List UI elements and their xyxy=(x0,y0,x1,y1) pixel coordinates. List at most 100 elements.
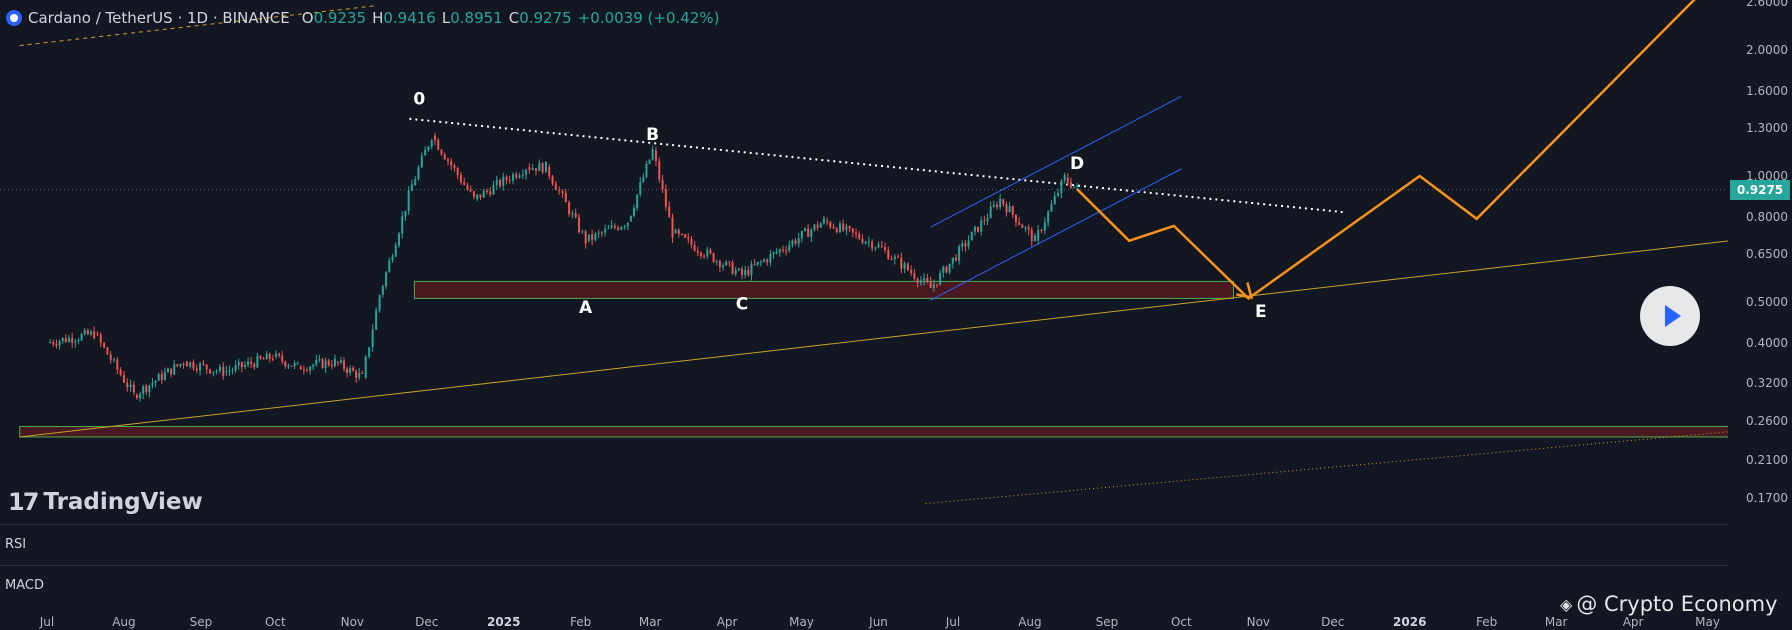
candle-body xyxy=(381,286,384,295)
price-tick-label: 1.3000 xyxy=(1746,121,1788,136)
candle-body xyxy=(371,329,374,348)
candle-body xyxy=(906,263,909,271)
candle-body xyxy=(731,262,734,275)
candle-body xyxy=(459,175,462,183)
candle-body xyxy=(74,341,77,343)
resistance-trendline xyxy=(409,117,1343,214)
time-tick-label: Oct xyxy=(264,615,286,629)
candle-body xyxy=(797,238,800,244)
candle-body xyxy=(1047,211,1050,223)
candle-body xyxy=(90,331,93,335)
time-axis[interactable]: Jul Aug Sep Oct Nov Dec 2025 Feb Mar Apr May Jun Jul… xyxy=(0,607,1728,630)
candle-body xyxy=(330,365,333,367)
candle-body xyxy=(594,233,597,240)
candle-body xyxy=(368,347,371,357)
candle-body xyxy=(658,161,661,180)
candle-body xyxy=(848,226,851,229)
candle-body xyxy=(495,180,498,186)
candle-body xyxy=(561,191,564,193)
tradingview-brand: 17 TradingView xyxy=(8,488,203,516)
candle-body xyxy=(954,257,957,261)
candle-body xyxy=(610,225,613,229)
candle-body xyxy=(544,161,547,173)
symbol-legend: Cardano / TetherUS · 1D · BINANCE O 0.923… xyxy=(6,6,725,30)
price-tick-label: 0.2100 xyxy=(1746,452,1788,467)
high-value: 0.9416 xyxy=(383,9,436,27)
price-axis[interactable]: 2.6000 2.0000 1.6000 1.3000 1.0000 0.8000 0.65… xyxy=(1728,0,1792,524)
candle-body xyxy=(639,182,642,195)
candle-body xyxy=(427,146,430,151)
candle-body xyxy=(407,190,410,211)
time-tick-label: Dec xyxy=(415,615,439,629)
candle-body xyxy=(1040,229,1043,231)
candle-body xyxy=(1037,229,1040,241)
candle-body xyxy=(690,238,693,245)
candle-body xyxy=(271,358,274,360)
candle-body xyxy=(485,190,488,192)
candle-body xyxy=(1014,214,1017,223)
price-tick-label: 0.3200 xyxy=(1746,376,1788,391)
candle-body xyxy=(135,394,138,398)
candle-body xyxy=(492,185,495,195)
candle-body xyxy=(397,233,400,246)
candle-body xyxy=(521,174,524,176)
candle-body xyxy=(318,358,321,361)
candle-body xyxy=(240,361,243,367)
open-label: O xyxy=(301,9,314,27)
candle-body xyxy=(433,135,436,140)
price-chart[interactable]: 0 A B C D E xyxy=(0,0,1728,524)
candle-body xyxy=(1050,204,1053,212)
candle-body xyxy=(999,198,1002,208)
candle-body xyxy=(225,371,228,373)
candle-body xyxy=(744,270,747,276)
candle-body xyxy=(696,250,699,253)
candle-body xyxy=(763,259,766,262)
candle-body xyxy=(759,261,762,263)
tradingview-logo-icon: 17 xyxy=(8,488,39,516)
candle-body xyxy=(212,371,215,374)
candle-body xyxy=(410,184,413,191)
candle-body xyxy=(654,150,657,162)
play-button[interactable] xyxy=(1640,286,1700,346)
candle-body xyxy=(864,241,867,244)
candle-body xyxy=(385,272,388,287)
symbol-name[interactable]: Cardano / TetherUS · 1D · BINANCE xyxy=(28,9,290,27)
candle-body xyxy=(926,278,929,283)
wave-label-a: A xyxy=(579,298,593,318)
candle-body xyxy=(766,259,769,263)
macd-pane[interactable]: MACD xyxy=(0,565,1728,608)
candle-body xyxy=(80,334,83,341)
candle-body xyxy=(597,232,600,234)
candle-body xyxy=(718,260,721,268)
candle-body xyxy=(309,366,312,371)
candle-body xyxy=(1027,227,1030,230)
watermark-text: @ Crypto Economy xyxy=(1576,592,1778,616)
candle-body xyxy=(274,353,277,357)
candle-body xyxy=(256,356,259,368)
candle-body xyxy=(443,154,446,160)
candle-body xyxy=(505,176,508,181)
candle-body xyxy=(96,333,99,335)
candle-body xyxy=(534,168,537,172)
candle-body xyxy=(437,139,440,150)
candle-body xyxy=(1005,204,1008,213)
candle-body xyxy=(858,233,861,239)
candle-body xyxy=(199,363,202,371)
candle-body xyxy=(453,165,456,168)
candle-body xyxy=(822,218,825,224)
candle-body xyxy=(741,268,744,275)
candle-body xyxy=(167,368,170,373)
wave-label-d: D xyxy=(1070,154,1084,174)
candle-body xyxy=(699,252,702,256)
candle-body xyxy=(591,234,594,240)
time-tick-label: 2026 xyxy=(1393,615,1427,629)
time-tick-label: Feb xyxy=(570,615,592,629)
price-tick-label: 0.1700 xyxy=(1746,491,1788,506)
candle-body xyxy=(642,177,645,183)
candle-body xyxy=(948,263,951,273)
candle-body xyxy=(668,206,671,218)
rsi-pane[interactable]: RSI xyxy=(0,524,1728,565)
candle-body xyxy=(157,373,160,381)
candle-body xyxy=(352,367,355,372)
candle-body xyxy=(336,361,339,363)
